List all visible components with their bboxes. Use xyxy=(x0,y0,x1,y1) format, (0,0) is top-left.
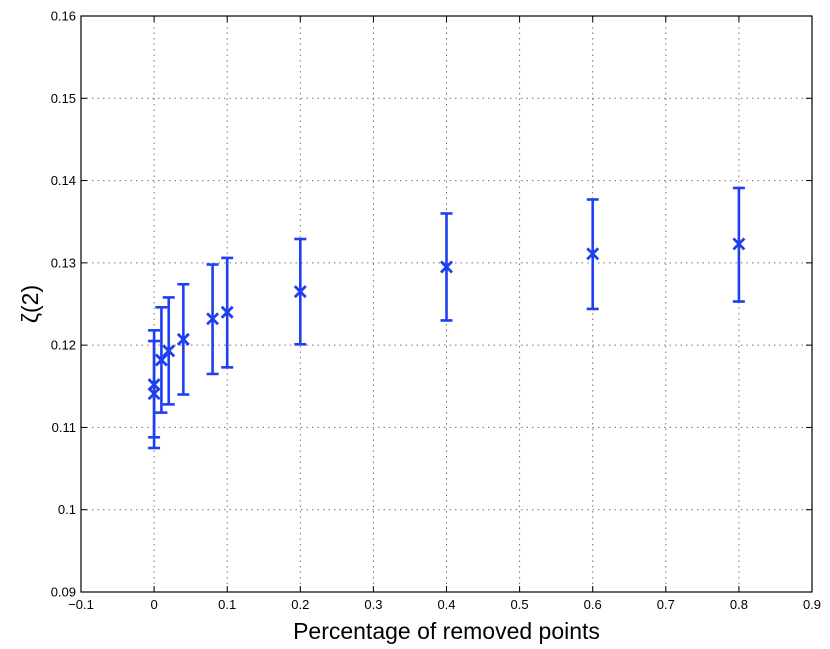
marker-stroke xyxy=(440,260,453,274)
data-point-marker xyxy=(440,260,453,274)
x-tick-label: 0.9 xyxy=(803,597,821,612)
x-tick-label: 0.3 xyxy=(364,597,382,612)
data-point-marker xyxy=(293,285,307,299)
marker-stroke xyxy=(220,305,234,319)
x-axis-label: Percentage of removed points xyxy=(293,618,600,644)
y-axis-label: ζ(2) xyxy=(17,285,43,323)
data-point-marker xyxy=(586,247,600,261)
marker-stroke xyxy=(293,285,307,299)
y-tick-label: 0.12 xyxy=(51,338,76,353)
grid xyxy=(81,16,812,592)
x-tick-label: −0.1 xyxy=(68,597,94,612)
x-tick-label: 0 xyxy=(150,597,157,612)
x-tick-label: 0.2 xyxy=(291,597,309,612)
data-point-marker xyxy=(147,378,161,392)
marker-stroke xyxy=(206,312,220,326)
y-tick-label: 0.09 xyxy=(51,585,76,600)
x-tick-label: 0.8 xyxy=(730,597,748,612)
y-tick-label: 0.11 xyxy=(52,420,76,435)
data-point-marker xyxy=(162,344,176,358)
data-point-marker xyxy=(732,237,746,251)
marker-stroke xyxy=(586,247,600,261)
tick-marks xyxy=(80,15,813,593)
y-tick-label: 0.15 xyxy=(51,91,76,106)
marker-stroke xyxy=(176,332,190,346)
data-point-marker xyxy=(206,312,220,326)
data-point-marker xyxy=(220,305,234,319)
data-markers xyxy=(147,237,746,401)
x-tick-label: 0.1 xyxy=(218,597,236,612)
y-tick-label: 0.14 xyxy=(51,173,76,188)
marker-stroke xyxy=(147,378,161,392)
x-tick-label: 0.6 xyxy=(584,597,602,612)
x-tick-label: 0.5 xyxy=(511,597,529,612)
marker-stroke xyxy=(732,237,746,251)
data-point-marker xyxy=(176,332,190,346)
y-tick-label: 0.13 xyxy=(51,255,76,270)
x-tick-label: 0.4 xyxy=(437,597,455,612)
marker-stroke xyxy=(162,344,176,358)
y-tick-label: 0.1 xyxy=(58,502,76,517)
y-tick-label: 0.16 xyxy=(51,9,76,24)
error-bars xyxy=(148,186,745,450)
x-tick-label: 0.7 xyxy=(657,597,675,612)
y-tick-labels: 0.09 0.1 0.11 0.12 0.13 0.14 0.15 0.16 xyxy=(51,9,76,600)
x-tick-labels: −0.1 0 0.1 0.2 0.3 0.4 0.5 0.6 0.7 0.8 0.9 xyxy=(68,597,821,612)
